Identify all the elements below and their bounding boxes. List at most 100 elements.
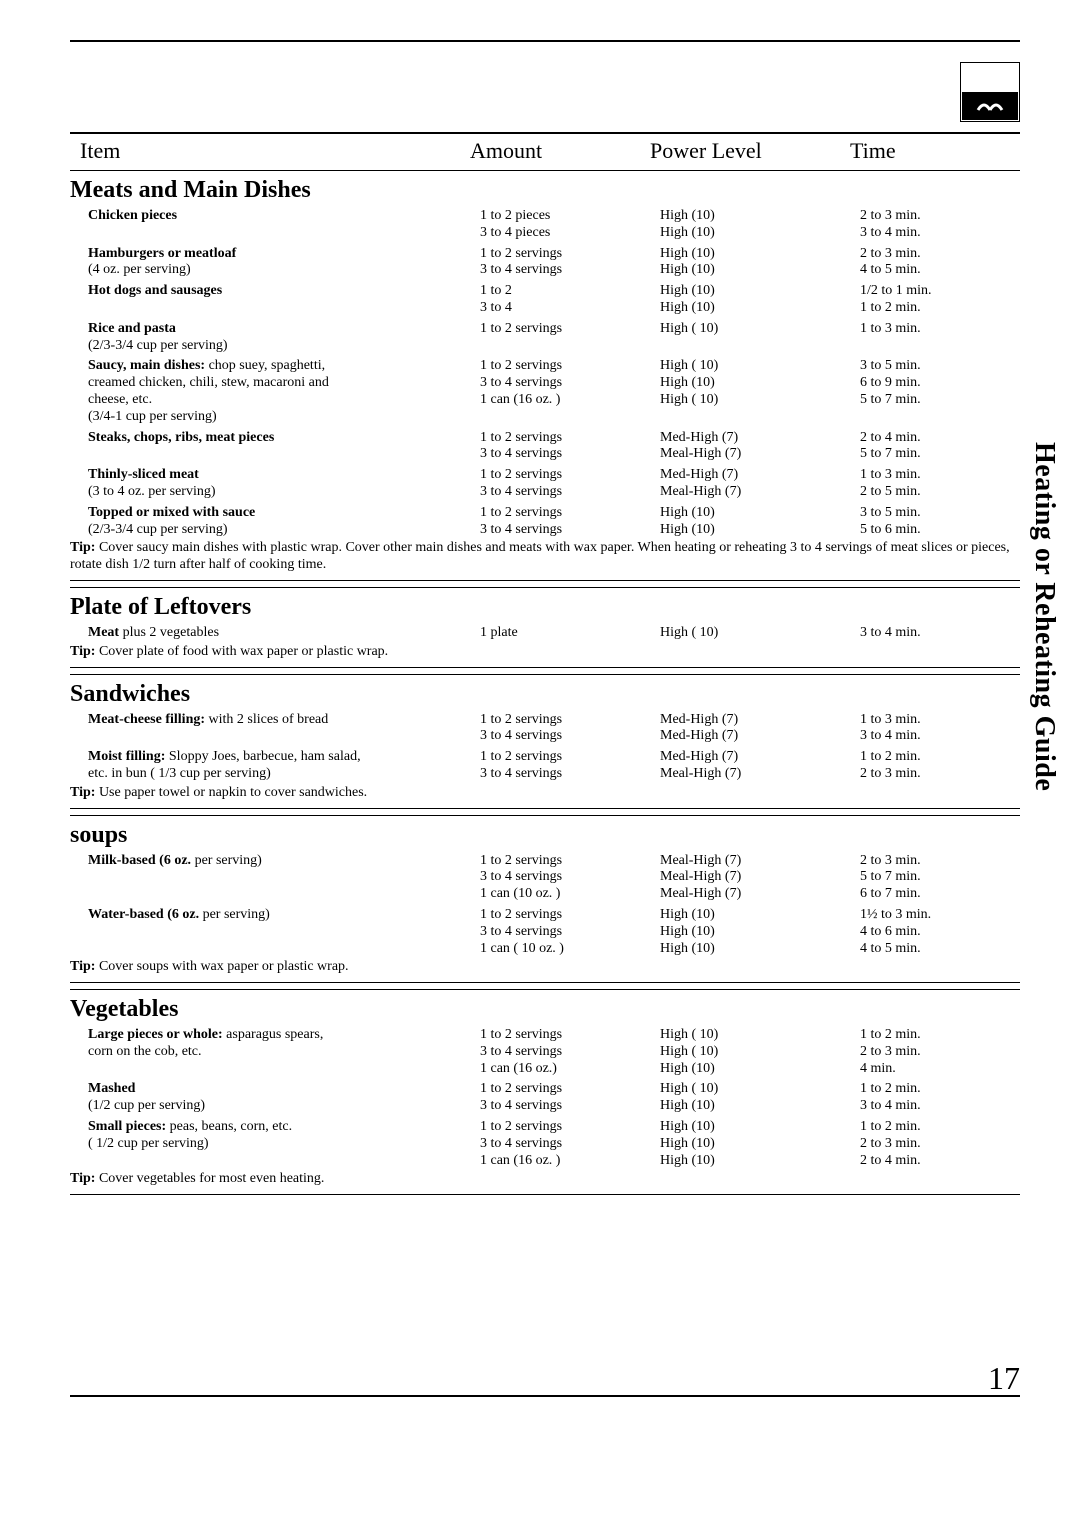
amount-cell: 1 to 2 bbox=[480, 283, 660, 300]
page-frame: Heating or Reheating Guide Item Amount P… bbox=[70, 40, 1020, 1397]
time-cell: 1 to 3 min. bbox=[860, 712, 1010, 729]
power-cell: High (10) bbox=[660, 208, 860, 225]
table-row: Meat plus 2 vegetables1 plateHigh ( 10)3… bbox=[70, 625, 1020, 642]
time-cell: 3 to 5 min. bbox=[860, 358, 1010, 375]
item-name-cell: Meat plus 2 vegetables bbox=[88, 625, 480, 642]
table-row: cheese, etc.1 can (16 oz. )High ( 10)5 t… bbox=[70, 392, 1020, 409]
header-amount: Amount bbox=[470, 138, 650, 164]
amount-cell: 1 to 2 servings bbox=[480, 712, 660, 729]
table-row: corn on the cob, etc.3 to 4 servingsHigh… bbox=[70, 1044, 1020, 1061]
section-divider bbox=[70, 815, 1020, 816]
amount-cell: 3 to 4 servings bbox=[480, 522, 660, 539]
item-name-cell: Thinly-sliced meat bbox=[88, 467, 480, 484]
item-name-cell: corn on the cob, etc. bbox=[88, 1044, 480, 1061]
time-cell: 2 to 3 min. bbox=[860, 246, 1010, 263]
item-name-cell: Steaks, chops, ribs, meat pieces bbox=[88, 430, 480, 447]
time-cell: 4 to 6 min. bbox=[860, 924, 1010, 941]
section-divider bbox=[70, 989, 1020, 990]
side-title: Heating or Reheating Guide bbox=[1028, 442, 1060, 791]
item-entry: Mashed1 to 2 servingsHigh ( 10)1 to 2 mi… bbox=[70, 1081, 1020, 1115]
power-cell: Med-High (7) bbox=[660, 728, 860, 745]
table-row: Meat-cheese filling: with 2 slices of br… bbox=[70, 712, 1020, 729]
item-name-cell bbox=[88, 225, 480, 242]
item-name-cell: etc. in bun ( 1/3 cup per serving) bbox=[88, 766, 480, 783]
amount-cell: 1 to 2 servings bbox=[480, 246, 660, 263]
power-cell bbox=[660, 338, 860, 355]
time-cell: 4 to 5 min. bbox=[860, 262, 1010, 279]
amount-cell bbox=[480, 338, 660, 355]
tip-text: Tip: Use paper towel or napkin to cover … bbox=[70, 785, 1020, 802]
power-cell: Meal-High (7) bbox=[660, 766, 860, 783]
amount-cell: 1 can (16 oz. ) bbox=[480, 1153, 660, 1170]
section-divider bbox=[70, 580, 1020, 581]
amount-cell: 1 can (16 oz.) bbox=[480, 1061, 660, 1078]
table-row: Hamburgers or meatloaf1 to 2 servingsHig… bbox=[70, 246, 1020, 263]
time-cell: 4 min. bbox=[860, 1061, 1010, 1078]
amount-cell: 3 to 4 bbox=[480, 300, 660, 317]
brand-logo bbox=[960, 62, 1020, 122]
table-row: Milk-based (6 oz. per serving)1 to 2 ser… bbox=[70, 853, 1020, 870]
tip-text: Tip: Cover saucy main dishes with plasti… bbox=[70, 540, 1020, 574]
time-cell: 1 to 2 min. bbox=[860, 1081, 1010, 1098]
amount-cell: 1 can (16 oz. ) bbox=[480, 392, 660, 409]
power-cell: Meal-High (7) bbox=[660, 446, 860, 463]
section-divider bbox=[70, 808, 1020, 809]
table-row: Chicken pieces1 to 2 piecesHigh (10)2 to… bbox=[70, 208, 1020, 225]
table-row: Small pieces: peas, beans, corn, etc.1 t… bbox=[70, 1119, 1020, 1136]
power-cell: Meal-High (7) bbox=[660, 886, 860, 903]
table-row: etc. in bun ( 1/3 cup per serving)3 to 4… bbox=[70, 766, 1020, 783]
power-cell: High (10) bbox=[660, 300, 860, 317]
item-name-cell: (4 oz. per serving) bbox=[88, 262, 480, 279]
power-cell: High (10) bbox=[660, 283, 860, 300]
table-row: (2/3-3/4 cup per serving) bbox=[70, 338, 1020, 355]
power-cell: Med-High (7) bbox=[660, 467, 860, 484]
section-title: Plate of Leftovers bbox=[70, 594, 1020, 621]
amount-cell: 1 to 2 pieces bbox=[480, 208, 660, 225]
table-row: Saucy, main dishes: chop suey, spaghetti… bbox=[70, 358, 1020, 375]
time-cell: 2 to 3 min. bbox=[860, 208, 1010, 225]
item-entry: Saucy, main dishes: chop suey, spaghetti… bbox=[70, 358, 1020, 425]
power-cell: High (10) bbox=[660, 375, 860, 392]
time-cell: 2 to 3 min. bbox=[860, 1136, 1010, 1153]
table-row: Water-based (6 oz. per serving)1 to 2 se… bbox=[70, 907, 1020, 924]
header-item: Item bbox=[70, 138, 470, 164]
time-cell: 3 to 4 min. bbox=[860, 625, 1010, 642]
table-row: Large pieces or whole: asparagus spears,… bbox=[70, 1027, 1020, 1044]
power-cell: High (10) bbox=[660, 1119, 860, 1136]
amount-cell: 1 to 2 servings bbox=[480, 321, 660, 338]
tip-text: Tip: Cover soups with wax paper or plast… bbox=[70, 959, 1020, 976]
table-row: (2/3-3/4 cup per serving)3 to 4 servings… bbox=[70, 522, 1020, 539]
amount-cell: 3 to 4 servings bbox=[480, 1098, 660, 1115]
time-cell: 5 to 7 min. bbox=[860, 446, 1010, 463]
time-cell: 1 to 2 min. bbox=[860, 749, 1010, 766]
time-cell: 1½ to 3 min. bbox=[860, 907, 1010, 924]
item-name-cell bbox=[88, 300, 480, 317]
item-name-cell: Topped or mixed with sauce bbox=[88, 505, 480, 522]
section-divider bbox=[70, 982, 1020, 983]
table-header-row: Item Amount Power Level Time bbox=[70, 132, 1020, 171]
table-row: 3 to 4 piecesHigh (10)3 to 4 min. bbox=[70, 225, 1020, 242]
amount-cell: 1 to 2 servings bbox=[480, 853, 660, 870]
table-row: 3 to 4 servingsMeal-High (7)5 to 7 min. bbox=[70, 869, 1020, 886]
table-row: Mashed1 to 2 servingsHigh ( 10)1 to 2 mi… bbox=[70, 1081, 1020, 1098]
item-name-cell: creamed chicken, chili, stew, macaroni a… bbox=[88, 375, 480, 392]
item-name-cell bbox=[88, 924, 480, 941]
sections-container: Meats and Main DishesChicken pieces1 to … bbox=[70, 177, 1020, 1195]
amount-cell: 1 to 2 servings bbox=[480, 505, 660, 522]
power-cell: High (10) bbox=[660, 1136, 860, 1153]
item-entry: Large pieces or whole: asparagus spears,… bbox=[70, 1027, 1020, 1077]
power-cell bbox=[660, 409, 860, 426]
power-cell: High ( 10) bbox=[660, 1027, 860, 1044]
power-cell: High ( 10) bbox=[660, 625, 860, 642]
item-name-cell: Chicken pieces bbox=[88, 208, 480, 225]
power-cell: Meal-High (7) bbox=[660, 853, 860, 870]
amount-cell: 3 to 4 servings bbox=[480, 1044, 660, 1061]
amount-cell: 1 to 2 servings bbox=[480, 358, 660, 375]
time-cell: 3 to 4 min. bbox=[860, 728, 1010, 745]
amount-cell: 1 can ( 10 oz. ) bbox=[480, 941, 660, 958]
item-entry: Water-based (6 oz. per serving)1 to 2 se… bbox=[70, 907, 1020, 957]
item-name-cell: ( 1/2 cup per serving) bbox=[88, 1136, 480, 1153]
amount-cell: 3 to 4 servings bbox=[480, 924, 660, 941]
power-cell: High (10) bbox=[660, 505, 860, 522]
power-cell: High (10) bbox=[660, 225, 860, 242]
